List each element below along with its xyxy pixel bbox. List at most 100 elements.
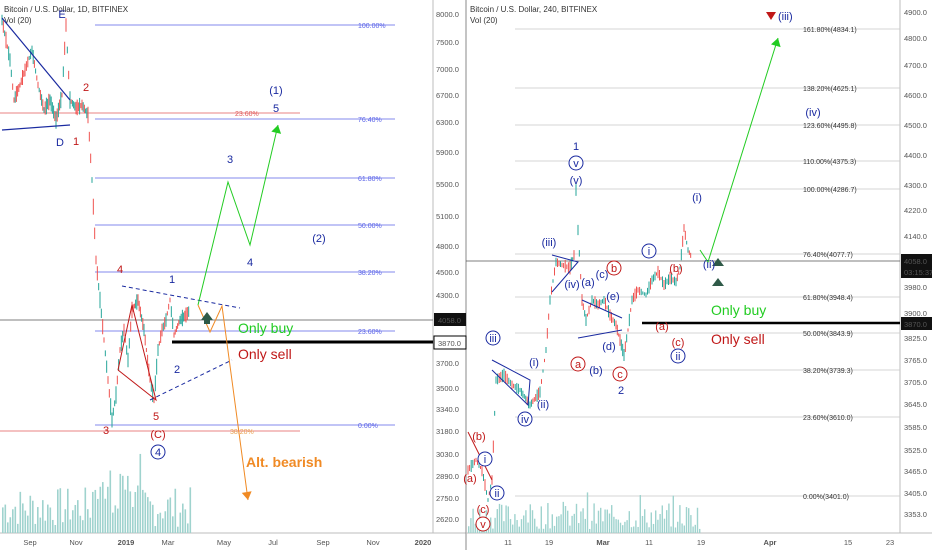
left-volume-bar xyxy=(64,509,67,533)
left-volume-bar xyxy=(119,473,122,533)
right-down-marker xyxy=(766,12,776,20)
left-fib-label: 76.40% xyxy=(358,117,382,124)
right-volume-bar xyxy=(551,514,553,533)
right-wave-label: (a) xyxy=(463,473,476,485)
right-wave-label: (i) xyxy=(529,357,539,369)
right-volume-bar xyxy=(474,523,476,533)
left-volume-bar xyxy=(62,522,64,533)
right-volume-bar xyxy=(692,526,694,533)
right-volume-bar xyxy=(661,505,663,533)
left-y-tick: 6300.0 xyxy=(436,118,459,127)
left-fib-label: 50.00% xyxy=(358,223,382,230)
left-volume-bar xyxy=(134,492,137,533)
right-volume-bar xyxy=(608,513,611,533)
left-volume-bar xyxy=(137,485,139,533)
left-volume-bar xyxy=(167,499,169,533)
left-x-tick: 2019 xyxy=(118,538,135,547)
right-y-tick: 4900.0 xyxy=(904,8,927,17)
left-triangle-bottom xyxy=(149,359,233,401)
right-triangle xyxy=(491,359,531,407)
left-fib-label: 0.00% xyxy=(358,423,378,430)
right-up-arrow-2 xyxy=(712,278,724,286)
left-volume-bar xyxy=(72,510,74,533)
right-volume-bar xyxy=(613,516,615,533)
right-volume-bar xyxy=(652,523,655,533)
right-wave-label: (ii) xyxy=(537,399,549,411)
left-volume-bar xyxy=(22,503,24,533)
right-volume-bar xyxy=(648,527,650,533)
left-volume-bar xyxy=(2,507,4,533)
left-y-tick: 8000.0 xyxy=(436,10,459,19)
right-y-tick: 3405.0 xyxy=(904,489,927,498)
right-y-tick: 3525.0 xyxy=(904,446,927,455)
right-volume-bar xyxy=(553,525,556,533)
left-volume-bar xyxy=(9,517,12,533)
right-volume-bar xyxy=(582,508,584,533)
right-wave-label-circled-circle xyxy=(568,155,584,171)
right-volume-bar xyxy=(602,521,604,533)
left-x-tick: Mar xyxy=(162,538,175,547)
right-up-arrow xyxy=(712,258,724,266)
left-volume-bar xyxy=(99,486,102,533)
right-y-tick: 3353.0 xyxy=(904,510,927,519)
right-volume-bar xyxy=(512,524,514,533)
left-green-arrowhead xyxy=(271,125,282,134)
left-volume-bar xyxy=(142,489,144,533)
right-volume-bar xyxy=(604,509,606,533)
right-volume-bar xyxy=(569,525,571,533)
right-wave-label: (c) xyxy=(672,337,685,349)
right-volume-bar xyxy=(679,505,681,533)
left-price-tag2-bg xyxy=(433,335,467,350)
right-volume-bar xyxy=(470,518,472,533)
left-volume-bar xyxy=(162,518,164,533)
left-x-tick: Jul xyxy=(268,538,278,547)
right-x-tick: Mar xyxy=(596,538,609,547)
right-y-tick: 4400.0 xyxy=(904,151,927,160)
left-volume-bar xyxy=(124,489,127,533)
right-wave-label-circled: b xyxy=(611,263,617,275)
left-volume-bar xyxy=(32,500,34,533)
right-volume-bar xyxy=(606,509,608,533)
left-volume-bar xyxy=(187,523,189,533)
left-volume-bar xyxy=(174,488,177,533)
right-x-tick: Apr xyxy=(764,538,777,547)
right-y-tick: 4700.0 xyxy=(904,61,927,70)
right-wave-label-circled: v xyxy=(573,158,579,170)
right-fib-label: 123.60%(4495.8) xyxy=(803,123,857,130)
right-volume-bar xyxy=(611,505,613,533)
left-note-only-buy: Only buy xyxy=(238,320,293,336)
right-volume-bar xyxy=(538,528,540,533)
right-y-tick: 3465.0 xyxy=(904,467,927,476)
right-x-tick: 23 xyxy=(886,538,894,547)
right-volume-bar xyxy=(507,506,509,533)
right-wave-label-circled-circle xyxy=(670,348,686,364)
left-volume-bar xyxy=(172,516,174,533)
right-volume-bar xyxy=(635,520,637,533)
right-volume-bar xyxy=(518,526,520,533)
left-wave-label: 1 xyxy=(73,136,79,148)
right-volume-bar xyxy=(501,504,503,533)
right-price-tag2: 3870.0 xyxy=(904,320,927,329)
right-wave-label-circled: ii xyxy=(676,351,681,363)
left-wave-label: 1 xyxy=(169,274,175,286)
right-volume-bar xyxy=(586,492,589,533)
left-volume-bar xyxy=(27,515,29,533)
right-volume-bar xyxy=(595,523,597,533)
left-volume-bar xyxy=(52,519,54,533)
right-volume-bar xyxy=(628,511,630,533)
right-volume-bar xyxy=(487,528,490,533)
left-volume-bar xyxy=(92,491,94,533)
left-wave-label: 2 xyxy=(83,82,89,94)
left-y-tick: 6700.0 xyxy=(436,91,459,100)
right-volume-bar xyxy=(683,525,685,533)
left-volume-bar xyxy=(132,506,134,533)
right-volume-bar xyxy=(650,512,652,533)
right-fib-label: 50.00%(3843.9) xyxy=(803,331,853,338)
right-volume-bar xyxy=(677,521,679,533)
left-price-tag-bg xyxy=(434,313,466,326)
right-volume-bar xyxy=(516,520,518,533)
left-wave-label: 5 xyxy=(273,103,279,115)
left-y-tick: 3340.0 xyxy=(436,405,459,414)
left-volume-bar xyxy=(74,504,77,533)
left-price-tag2: 3870.0 xyxy=(438,339,461,348)
